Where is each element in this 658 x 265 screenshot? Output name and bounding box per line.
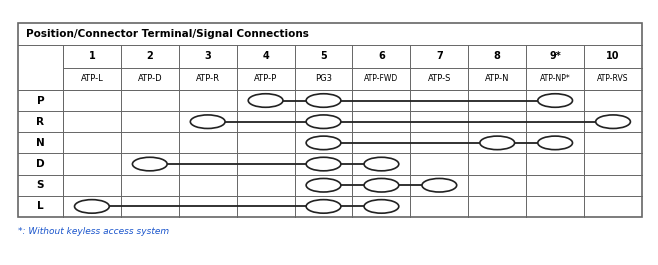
Text: 7: 7	[436, 51, 443, 61]
Text: PG3: PG3	[315, 74, 332, 83]
Text: ATP-S: ATP-S	[428, 74, 451, 83]
Ellipse shape	[480, 136, 515, 150]
Ellipse shape	[538, 136, 572, 150]
Ellipse shape	[306, 157, 341, 171]
Text: D: D	[36, 159, 45, 169]
Ellipse shape	[306, 178, 341, 192]
Text: ATP-RVS: ATP-RVS	[597, 74, 629, 83]
Text: 5: 5	[320, 51, 327, 61]
Text: P: P	[37, 95, 44, 105]
Ellipse shape	[190, 115, 225, 129]
Ellipse shape	[306, 94, 341, 107]
Ellipse shape	[364, 157, 399, 171]
Text: ATP-P: ATP-P	[254, 74, 277, 83]
Text: ATP-R: ATP-R	[195, 74, 220, 83]
Text: ATP-FWD: ATP-FWD	[365, 74, 399, 83]
Ellipse shape	[364, 200, 399, 213]
Text: L: L	[37, 201, 44, 211]
Ellipse shape	[306, 136, 341, 150]
Ellipse shape	[248, 94, 283, 107]
Ellipse shape	[74, 200, 109, 213]
Text: ATP-NP*: ATP-NP*	[540, 74, 570, 83]
Text: 4: 4	[263, 51, 269, 61]
Text: *: Without keyless access system: *: Without keyless access system	[18, 227, 169, 236]
Ellipse shape	[422, 178, 457, 192]
Text: 2: 2	[147, 51, 153, 61]
Text: 10: 10	[606, 51, 620, 61]
Text: ATP-N: ATP-N	[485, 74, 509, 83]
Text: Position/Connector Terminal/Signal Connections: Position/Connector Terminal/Signal Conne…	[26, 29, 309, 39]
Ellipse shape	[306, 200, 341, 213]
Text: S: S	[37, 180, 44, 190]
Ellipse shape	[364, 178, 399, 192]
Text: 8: 8	[494, 51, 501, 61]
Ellipse shape	[132, 157, 167, 171]
Ellipse shape	[306, 115, 341, 129]
Text: 3: 3	[205, 51, 211, 61]
Text: 1: 1	[89, 51, 95, 61]
Bar	[18, 23, 642, 217]
Ellipse shape	[595, 115, 630, 129]
Text: 9*: 9*	[549, 51, 561, 61]
Text: N: N	[36, 138, 45, 148]
Text: ATP-D: ATP-D	[138, 74, 162, 83]
Ellipse shape	[538, 94, 572, 107]
Text: 6: 6	[378, 51, 385, 61]
Text: ATP-L: ATP-L	[80, 74, 103, 83]
Text: R: R	[36, 117, 45, 127]
